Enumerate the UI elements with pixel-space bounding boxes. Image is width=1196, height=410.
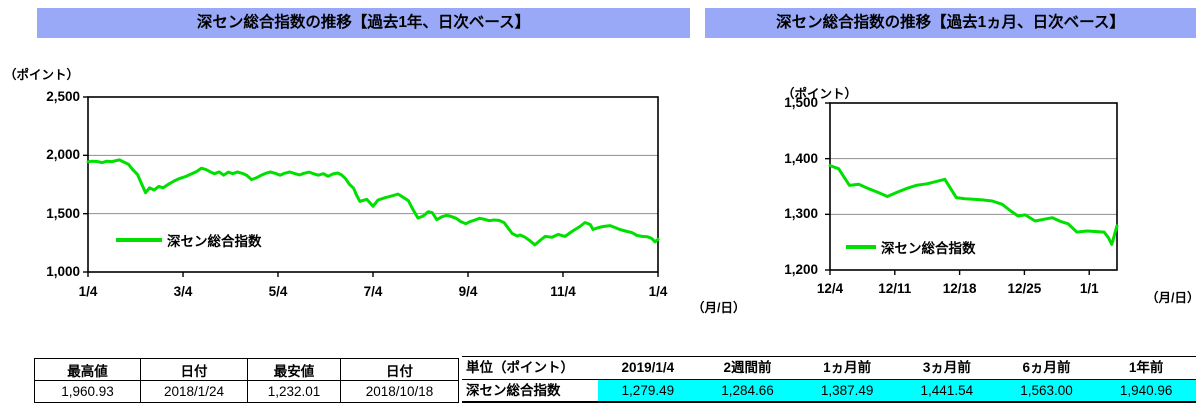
summary-value-cell: 1,563.00 [996,380,1097,403]
chart-1-y-tick-label: 2,000 [46,147,80,163]
chart-1-x-tick-label: 7/4 [363,284,383,299]
summary-value-cell: 1,279.49 [598,380,698,403]
min-max-header-cell: 日付 [340,358,459,381]
summary-value-cell: 1,940.96 [1096,380,1196,403]
chart-2-x-tick-label: 12/11 [878,281,912,296]
chart-2-y-tick-label: 1,200 [784,262,818,277]
table-row: 最高値 日付 最安値 日付 [34,358,459,381]
min-max-header-cell: 日付 [140,358,248,381]
chart-1-y-tick-label: 1,000 [46,264,80,279]
chart-2-plot-area [825,102,1119,275]
summary-value-cell: 1,284.66 [697,380,798,403]
chart-1-plot-area [83,96,660,277]
summary-header-cell: 1年前 [1096,357,1196,380]
plot-border [829,102,1118,271]
summary-header-cell: 2019/1/4 [598,357,698,380]
chart-2-y-tick-label: 1,500 [784,95,818,110]
chart-2-y-tick-label: 1,300 [784,206,818,222]
summary-header-cell: 3ヵ月前 [896,357,997,380]
chart-1-x-axis-unit-label: （月/日） [692,301,746,315]
chart-2-x-tick-label: 12/25 [1007,281,1042,296]
summary-unit-header-cell: 単位（ポイント） [462,357,598,380]
chart-1-x-tick-label: 1/4 [78,284,98,299]
legend-line-swatch [116,238,162,242]
chart-1-x-tick-label: 11/4 [550,284,576,299]
legend-label: 深セン総合指数 [881,241,976,256]
chart-1-y-tick-label: 2,500 [46,89,80,104]
summary-header-cell: 6ヵ月前 [996,357,1097,380]
min-max-value-cell: 1,232.01 [247,380,341,403]
chart-1-x-tick-label: 5/4 [268,284,288,299]
chart-2-y-tick-label: 1,400 [784,150,818,166]
chart-1-x-tick-label: 9/4 [458,284,478,299]
table-row: 1,960.93 2018/1/24 1,232.01 2018/10/18 [34,380,459,403]
chart-2-y-axis-unit-label: （ポイント） [782,87,858,101]
chart-1-x-tick-label: 3/4 [173,284,193,299]
chart-1-y-tick-label: 1,500 [46,205,80,221]
summary-row-label-cell: 深セン総合指数 [462,380,598,403]
index-line-series [828,164,1119,246]
min-max-header-cell: 最高値 [34,358,141,381]
chart-1-x-tick-label: 1/4 [648,284,668,299]
legend-label: 深セン総合指数 [167,234,262,249]
chart-2-x-tick-label: 12/18 [942,281,977,296]
chart-1-title-bar: 深セン総合指数の推移【過去1年、日次ベース】 [37,8,690,38]
min-max-value-cell: 1,960.93 [34,380,141,403]
summary-value-cell: 1,441.54 [896,380,997,403]
chart-2-x-tick-label: 1/1 [1079,281,1099,296]
chart-2-title-bar: 深セン総合指数の推移【過去1ヵ月、日次ベース】 [705,8,1196,38]
min-max-table: 最高値 日付 最安値 日付 1,960.93 2018/1/24 1,232.01 2018/… [34,358,459,403]
min-max-header-cell: 最安値 [247,358,341,381]
chart-2-x-axis-unit-label: （月/日） [1146,291,1196,305]
min-max-value-cell: 2018/1/24 [140,380,248,403]
summary-header-cell: 1ヵ月前 [797,357,897,380]
chart-1-y-axis-unit-label: （ポイント） [4,68,80,82]
min-max-value-cell: 2018/10/18 [340,380,459,403]
index-line-series [86,158,660,247]
summary-table: 単位（ポイント） 2019/1/4 2週間前 1ヵ月前 3ヵ月前 6ヵ月前 1年前深セン総合… [462,356,1196,403]
summary-header-cell: 2週間前 [697,357,798,380]
summary-value-cell: 1,387.49 [797,380,897,403]
chart-2-x-tick-label: 12/4 [816,281,844,296]
legend-line-swatch [846,245,876,249]
chart-2-legend: 深セン総合指数 [846,238,976,256]
chart-1-legend: 深セン総合指数 [116,231,262,249]
